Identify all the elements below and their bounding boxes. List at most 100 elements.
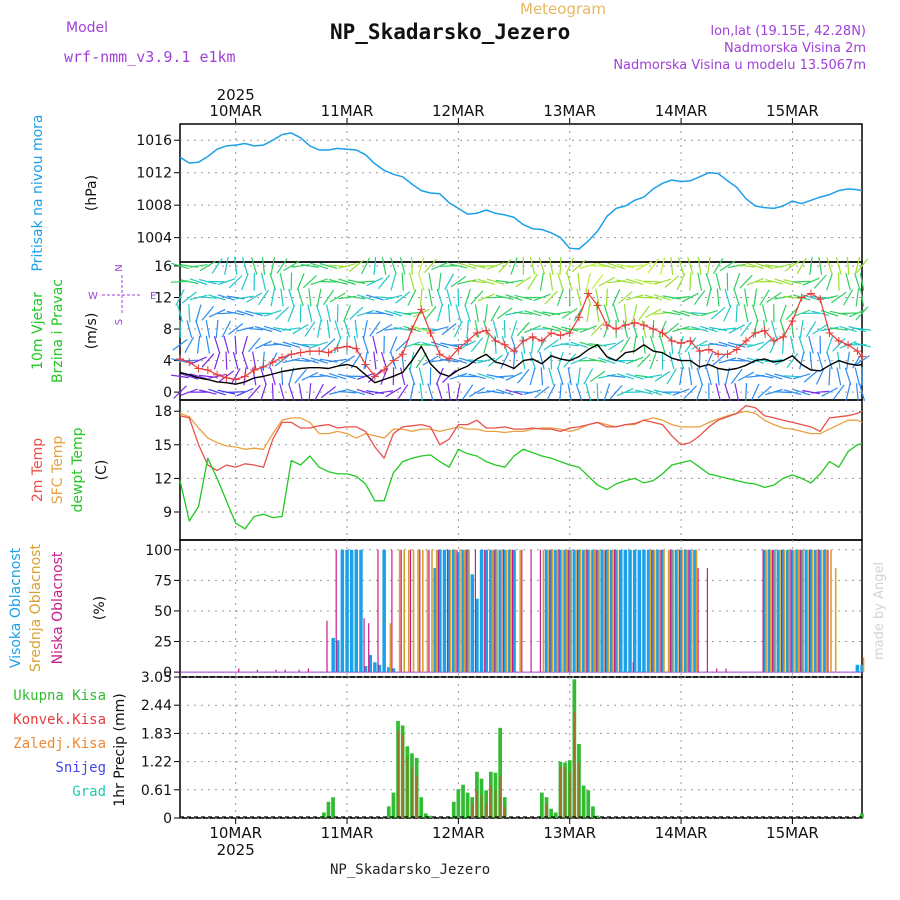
wind-arrow (377, 274, 391, 290)
clouds-ytick-label: 0 (163, 665, 172, 681)
cloud-bar-low (298, 669, 300, 673)
cloud-bar-mid (408, 549, 410, 673)
wind-arrow (681, 310, 700, 317)
wind-arrow (664, 275, 679, 288)
cloud-bar-low (465, 549, 467, 673)
precip-conv-bar (545, 804, 548, 818)
wind-arrow (291, 359, 310, 362)
wind-arrow (505, 279, 524, 284)
wind-arrow (419, 383, 423, 402)
cloud-bar-high (790, 549, 795, 673)
cloud-bar-low (335, 549, 337, 673)
wind-gust-marker (510, 347, 519, 356)
wind-arrow (440, 342, 459, 348)
wind-arrow (603, 383, 611, 401)
cloud-ylabel-low: Niska Oblacnost (50, 551, 66, 664)
wind-arrow (366, 294, 384, 301)
wind-arrow (605, 288, 608, 307)
cloud-bar-high (512, 549, 516, 673)
cloud-bar-mid (774, 549, 777, 673)
cloud-bar-high (693, 549, 697, 673)
wind-arrow (650, 336, 657, 354)
cloud-bar-mid (686, 549, 688, 673)
temperature-ytick-label: 18 (154, 404, 172, 420)
wind-arrow (269, 273, 277, 291)
wind-arrow (666, 368, 678, 385)
wind-arrow (505, 371, 523, 381)
wind-arrow (369, 321, 381, 337)
wind-arrow (616, 279, 635, 284)
wind-arrow (588, 358, 607, 364)
wind-arrow (457, 288, 460, 307)
cloud-bar-low (679, 549, 681, 673)
cloud-bar-high (595, 549, 600, 673)
wind-arrow (338, 390, 357, 394)
precip-conv-bar (415, 776, 418, 818)
wind-arrow (241, 273, 249, 291)
wind-arrow (831, 291, 847, 304)
bottom-year-label: 2025 (217, 841, 255, 859)
wind-arrow (280, 367, 284, 386)
cloud-bar-high (855, 664, 860, 673)
cloud-bar-high (544, 549, 549, 673)
wind-arrow (308, 383, 312, 402)
wind-arrow (809, 256, 813, 275)
wind-gust-marker (231, 375, 240, 384)
wind-gust-marker (482, 326, 491, 335)
wind-arrow (484, 304, 488, 323)
cloud-bar-high (368, 655, 372, 673)
wind-arrow (254, 326, 273, 333)
wind-arrow (510, 336, 518, 354)
clouds-ytick-label: 50 (154, 604, 172, 620)
wind-arrow (700, 310, 718, 317)
wind-arrow (380, 351, 388, 370)
wind-arrow (498, 259, 512, 273)
cloud-bar-mid (677, 549, 679, 673)
wind-arrow (716, 367, 720, 386)
wind-arrow (859, 272, 865, 291)
wind-arrow (282, 357, 301, 364)
wind-arrow (402, 312, 422, 315)
cloud-bar-high (465, 549, 470, 673)
precip-conv-bar (573, 711, 576, 818)
wind-arrow (287, 304, 296, 322)
pressure-ytick-label: 1008 (136, 198, 172, 214)
wind-arrow (384, 309, 403, 317)
wind-arrow (282, 327, 301, 331)
cloud-bar-mid (797, 549, 800, 673)
wind-arrow (689, 272, 692, 291)
precip-total-bar (331, 797, 335, 818)
wind-arrow (611, 289, 621, 306)
cloud-bar-mid (783, 549, 786, 673)
wind-arrow (595, 304, 600, 323)
wind-arrow (241, 351, 249, 370)
wind-arrow (180, 373, 199, 380)
cloud-bar-high (452, 549, 456, 673)
wind-gust-marker (639, 321, 648, 330)
wind-gust-marker (472, 328, 481, 337)
wind-arrow (566, 272, 573, 291)
wind-arrow (474, 304, 479, 323)
wind-arrow (786, 353, 799, 369)
wind-arrow (712, 257, 724, 274)
cloud-bar-high (479, 549, 484, 673)
wind-arrow (682, 292, 699, 303)
wind-arrow (855, 258, 869, 274)
wind-arrow (252, 351, 257, 370)
wind-arrow (190, 356, 208, 365)
wind-arrow (589, 370, 606, 383)
wind-arrow (790, 335, 795, 354)
cloud-bar-high (359, 549, 363, 673)
cloud-bar-mid (816, 549, 818, 673)
wind-arrow (347, 279, 366, 285)
wind-arrow (704, 352, 714, 370)
cloud-bar-low (669, 549, 671, 673)
cloud-bar-mid (612, 549, 614, 673)
wind-arrow (444, 273, 455, 290)
wind-arrow (449, 372, 468, 380)
wind-arrow (290, 272, 293, 291)
cloud-bar-low (818, 549, 820, 673)
cloud-bar-high (363, 666, 368, 673)
wind-arrow (234, 335, 237, 354)
wind-arrow (412, 326, 431, 333)
